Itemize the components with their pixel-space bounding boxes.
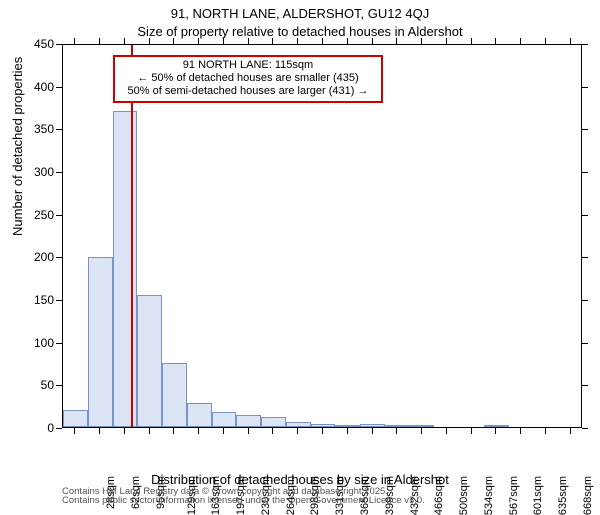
xtick <box>74 428 75 434</box>
bar <box>484 425 509 427</box>
ytick-label: 450 <box>4 37 54 51</box>
xtick <box>322 38 323 44</box>
xtick <box>495 428 496 434</box>
xtick <box>545 38 546 44</box>
ytick <box>56 44 62 45</box>
annotation-box: 91 NORTH LANE: 115sqm ← 50% of detached … <box>113 55 383 103</box>
bar <box>335 425 360 427</box>
xtick <box>471 428 472 434</box>
xtick <box>149 38 150 44</box>
xtick <box>545 428 546 434</box>
ytick-label: 0 <box>4 421 54 435</box>
ytick <box>56 129 62 130</box>
ytick <box>582 172 588 173</box>
xtick <box>570 38 571 44</box>
xtick <box>421 428 422 434</box>
ytick <box>582 215 588 216</box>
ytick-label: 50 <box>4 378 54 392</box>
ytick-label: 100 <box>4 336 54 350</box>
xtick <box>173 38 174 44</box>
xtick <box>272 38 273 44</box>
ytick <box>582 129 588 130</box>
xtick <box>446 38 447 44</box>
xtick <box>347 38 348 44</box>
bar <box>113 111 138 427</box>
ytick <box>582 87 588 88</box>
xtick <box>520 428 521 434</box>
xtick <box>124 428 125 434</box>
plot-area: 91 NORTH LANE: 115sqm ← 50% of detached … <box>62 44 582 428</box>
bar <box>385 425 410 427</box>
xtick <box>198 428 199 434</box>
xtick <box>248 428 249 434</box>
ytick <box>56 343 62 344</box>
ytick <box>582 343 588 344</box>
xtick <box>173 428 174 434</box>
xtick <box>421 38 422 44</box>
xtick <box>396 428 397 434</box>
ytick <box>56 257 62 258</box>
ytick <box>582 257 588 258</box>
xtick <box>74 38 75 44</box>
annotation-line3: 50% of semi-detached houses are larger (… <box>119 85 377 98</box>
xtick <box>372 38 373 44</box>
bar <box>286 422 311 427</box>
ytick <box>582 385 588 386</box>
xtick <box>570 428 571 434</box>
ytick-label: 250 <box>4 208 54 222</box>
ytick-label: 350 <box>4 122 54 136</box>
ytick <box>56 215 62 216</box>
ytick <box>56 172 62 173</box>
xtick <box>198 38 199 44</box>
xtick <box>99 38 100 44</box>
ytick <box>56 87 62 88</box>
xtick <box>322 428 323 434</box>
ytick <box>56 428 62 429</box>
bar <box>236 415 261 427</box>
ytick <box>56 385 62 386</box>
bar <box>311 424 336 427</box>
xtick <box>396 38 397 44</box>
xtick <box>520 38 521 44</box>
xtick <box>149 428 150 434</box>
xtick <box>471 38 472 44</box>
xtick <box>372 428 373 434</box>
x-axis-title: Distribution of detached houses by size … <box>0 472 600 487</box>
xtick <box>297 38 298 44</box>
ytick <box>582 300 588 301</box>
ytick-label: 300 <box>4 165 54 179</box>
ytick <box>56 300 62 301</box>
xtick <box>347 428 348 434</box>
annotation-line1: 91 NORTH LANE: 115sqm <box>119 59 377 72</box>
xtick <box>124 38 125 44</box>
bar <box>88 257 113 427</box>
bar <box>137 295 162 427</box>
ytick-label: 200 <box>4 250 54 264</box>
xtick <box>248 38 249 44</box>
bar <box>360 424 385 427</box>
bar <box>261 417 286 427</box>
xtick <box>272 428 273 434</box>
xtick <box>495 38 496 44</box>
chart-container: 91, NORTH LANE, ALDERSHOT, GU12 4QJ Size… <box>0 0 600 500</box>
ytick <box>582 44 588 45</box>
bar <box>410 425 435 427</box>
annotation-line2: ← 50% of detached houses are smaller (43… <box>119 72 377 85</box>
bar <box>187 403 212 427</box>
ytick-label: 400 <box>4 80 54 94</box>
ytick <box>582 428 588 429</box>
bar <box>63 410 88 427</box>
bar <box>212 412 237 427</box>
ytick-label: 150 <box>4 293 54 307</box>
xtick <box>223 428 224 434</box>
xtick <box>223 38 224 44</box>
chart-title-line1: 91, NORTH LANE, ALDERSHOT, GU12 4QJ <box>0 6 600 21</box>
xtick <box>446 428 447 434</box>
xtick <box>99 428 100 434</box>
chart-title-line2: Size of property relative to detached ho… <box>0 24 600 39</box>
xtick <box>297 428 298 434</box>
footer-line2: Contains public sector information licen… <box>62 495 425 506</box>
bar <box>162 363 187 428</box>
